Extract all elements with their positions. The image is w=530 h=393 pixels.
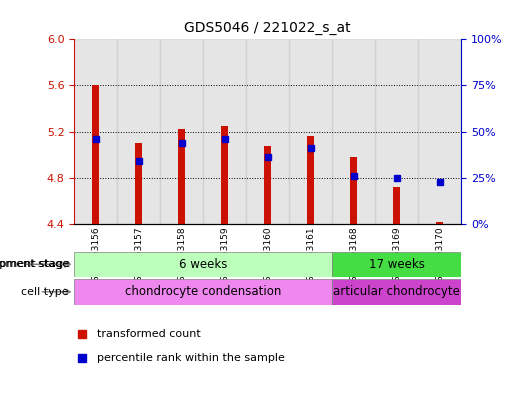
Bar: [375, 39, 418, 224]
Bar: [92, 86, 99, 224]
Text: 6 weeks: 6 weeks: [179, 258, 227, 271]
Bar: [160, 39, 203, 224]
Text: articular chondrocyte: articular chondrocyte: [333, 285, 460, 298]
Bar: [246, 39, 289, 224]
Text: transformed count: transformed count: [98, 329, 201, 339]
Bar: [117, 39, 160, 224]
Bar: [136, 143, 142, 224]
Text: cell type: cell type: [21, 287, 69, 297]
Bar: [393, 187, 400, 224]
Bar: [436, 222, 443, 224]
Bar: [418, 39, 461, 224]
Bar: [74, 279, 332, 305]
Title: GDS5046 / 221022_s_at: GDS5046 / 221022_s_at: [184, 22, 351, 35]
Bar: [332, 279, 461, 305]
Bar: [74, 252, 332, 277]
Bar: [179, 129, 185, 224]
Bar: [222, 126, 228, 224]
Text: percentile rank within the sample: percentile rank within the sample: [98, 353, 285, 363]
Text: development stage: development stage: [0, 259, 69, 269]
Bar: [264, 145, 271, 224]
Bar: [289, 39, 332, 224]
Bar: [74, 39, 117, 224]
Bar: [203, 39, 246, 224]
Bar: [307, 136, 314, 224]
Bar: [332, 252, 461, 277]
Bar: [332, 39, 375, 224]
Bar: [350, 157, 357, 224]
Text: development stage: development stage: [0, 259, 70, 269]
Text: chondrocyte condensation: chondrocyte condensation: [125, 285, 281, 298]
Text: 17 weeks: 17 weeks: [369, 258, 425, 271]
